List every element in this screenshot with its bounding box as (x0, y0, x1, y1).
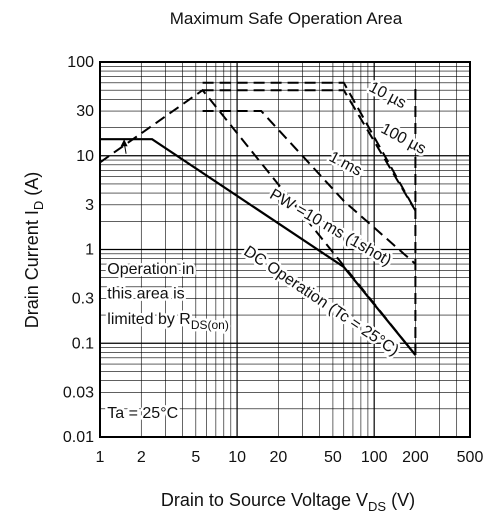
y-axis-label: Drain Current ID (A) (22, 172, 46, 328)
y-axis-label-main: Drain Current I (22, 210, 42, 328)
x-tick-label: 50 (324, 449, 342, 466)
annotation-this-area-is: this area is (107, 286, 184, 303)
x-tick-label: 10 (228, 449, 246, 466)
series-line-100-s (202, 89, 417, 212)
x-tick-label: 20 (269, 449, 287, 466)
annotation-ta-25-c: Ta = 25°C (107, 405, 178, 422)
annotation-1-ms: 1 ms (326, 149, 365, 180)
y-tick-label: 3 (85, 197, 94, 214)
series-group (99, 81, 417, 356)
x-tick-label: 200 (402, 449, 429, 466)
x-axis-label: Drain to Source Voltage VDS (V) (161, 490, 415, 514)
y-axis-label-unit: (A) (22, 172, 42, 201)
annotation-limited-by-r: limited by RDS(on) (107, 311, 229, 332)
y-tick-label: 0.03 (63, 384, 94, 401)
x-axis-label-main: Drain to Source Voltage V (161, 490, 368, 510)
annotation-10-s: 10 µs (366, 79, 409, 113)
x-axis-label-unit: (V) (386, 490, 415, 510)
series-line-10-s (202, 81, 417, 212)
y-tick-label: 30 (76, 103, 94, 120)
y-tick-label: 0.3 (72, 291, 94, 308)
y-tick-label: 100 (67, 54, 94, 71)
x-tick-label: 5 (191, 449, 200, 466)
plot-frame (99, 61, 471, 438)
y-axis-label-sub: D (31, 201, 46, 210)
x-tick-labels: 1 2 5 10 20 50 100 200 500 (96, 449, 484, 466)
x-axis-label-sub: DS (368, 499, 386, 514)
annotation-operation-in: Operation in (107, 261, 194, 278)
y-tick-label: 0.01 (63, 429, 94, 446)
annotation-100-s: 100 µs (378, 120, 429, 158)
x-tick-label: 500 (457, 449, 484, 466)
chart-title: Maximum Safe Operation Area (170, 9, 403, 28)
y-tick-label: 0.1 (72, 335, 94, 352)
limit-arrow-head (120, 139, 128, 147)
x-tick-label: 100 (361, 449, 388, 466)
x-tick-label: 2 (137, 449, 146, 466)
x-tick-label: 1 (96, 449, 105, 466)
y-tick-labels: 0.01 0.03 0.1 0.3 1 3 10 30 100 (63, 54, 94, 446)
series-line-1-ms (202, 110, 417, 265)
y-tick-label: 1 (85, 242, 94, 259)
y-tick-label: 10 (76, 148, 94, 165)
